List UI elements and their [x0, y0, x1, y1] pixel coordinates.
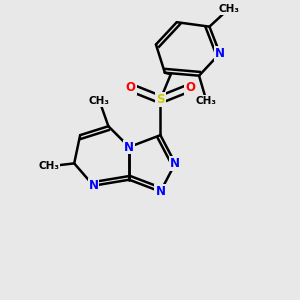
Text: O: O — [185, 81, 195, 94]
Text: CH₃: CH₃ — [89, 96, 110, 106]
Text: N: N — [155, 185, 165, 198]
Text: CH₃: CH₃ — [218, 4, 239, 14]
Text: O: O — [126, 81, 136, 94]
Text: S: S — [156, 93, 165, 106]
Text: N: N — [88, 179, 98, 192]
Text: N: N — [215, 47, 225, 60]
Text: CH₃: CH₃ — [38, 161, 59, 171]
Text: N: N — [170, 157, 180, 170]
Text: CH₃: CH₃ — [196, 96, 217, 106]
Text: N: N — [124, 140, 134, 154]
